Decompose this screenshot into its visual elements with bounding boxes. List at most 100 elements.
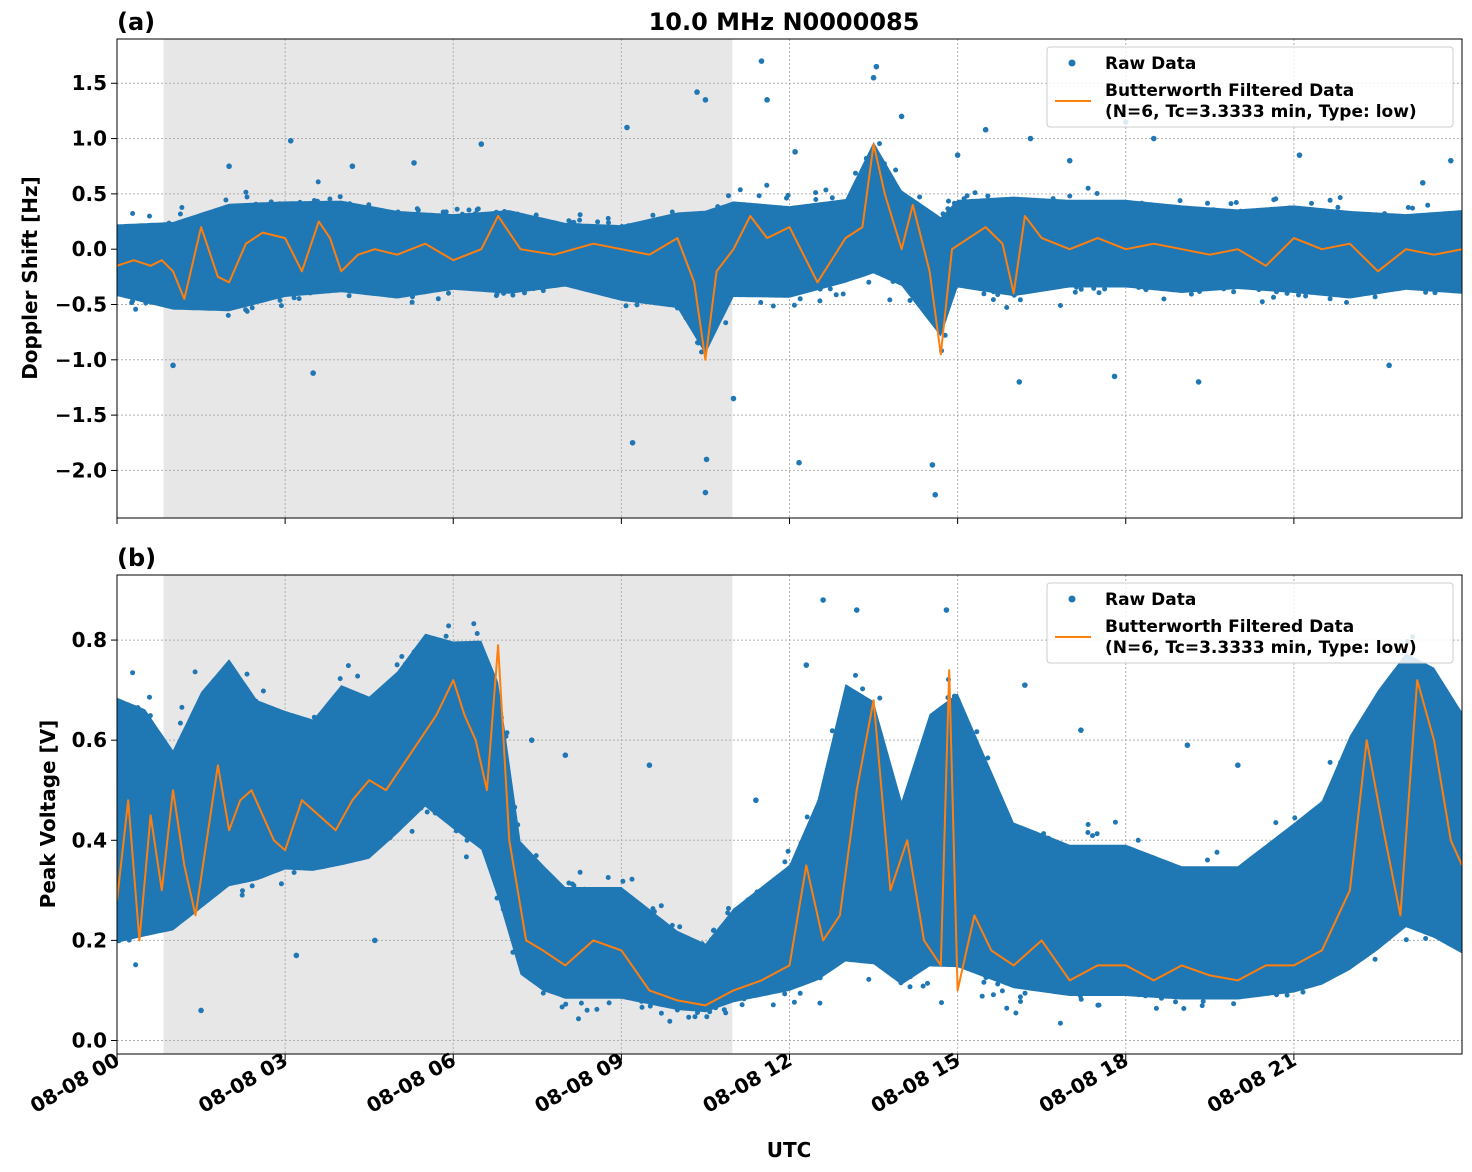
panel-b-legend-box [1046,582,1454,664]
raw-data-point [792,149,798,155]
x-tick-label: 08-08 00 [26,1048,124,1118]
y-tick-label: 1.5 [72,71,107,95]
x-tick-label: 08-08 18 [1035,1048,1133,1118]
raw-data-point [1078,727,1084,733]
panel-a-legend-box [1046,46,1454,128]
y-tick-label: −1.5 [55,403,107,427]
raw-data-point [1296,152,1303,158]
panel-a-x-axis [116,518,1295,524]
raw-data-point [1195,379,1202,385]
y-tick-label: 0.2 [72,928,107,952]
x-axis-label: UTC [767,1138,812,1162]
y-tick-label: −1.0 [55,348,107,372]
raw-data-point [870,74,877,81]
y-tick-label: 0.0 [72,237,107,261]
raw-data-point [758,58,765,64]
filtered-data-line [117,644,1462,1007]
panel-b-legend-raw-marker [1068,595,1076,603]
panel-b-legend-filtered-label: Butterworth Filtered Data [1105,617,1354,637]
y-tick-label: 0.4 [72,828,107,852]
x-tick-label: 08-08 12 [698,1048,796,1118]
raw-data-point [371,937,378,944]
panel-b-legend-raw-label: Raw Data [1105,590,1196,610]
raw-data-point [753,797,759,804]
panel-b-legend-filtered-params: (N=6, Tc=3.3333 min, Type: low) [1105,638,1417,658]
raw-data-point [796,459,802,466]
raw-data-points [117,621,1462,1026]
raw-data-point [898,113,905,120]
raw-data-point [1150,135,1157,142]
raw-data-point [478,141,485,147]
raw-data-points [117,141,1462,355]
raw-data-point [310,370,316,376]
raw-data-point [694,89,700,95]
panel-a-y-axis: 1.5 1.0 0.5 0.0 −0.5 −1.0 −1.5 −2.0 [55,71,117,482]
panel-a-doppler: (a) 1.5 1.0 0.5 0.0 −0.5 −1.0 −1.5 −2.0 Doppler… [18,8,1463,524]
panel-b-label: (b) [117,544,156,572]
raw-data-point [1066,157,1073,164]
x-tick-label: 08-08 09 [530,1048,628,1118]
panel-a-legend: Raw Data Butterworth Filtered Data (N=6,… [1046,46,1454,128]
panel-b-y-axis: 0.8 0.6 0.4 0.2 0.0 [72,628,117,1052]
raw-data-point [803,662,810,668]
panel-a-legend-raw-label: Raw Data [1105,54,1196,74]
chart-title: 10.0 MHz N0000085 [649,8,920,36]
panel-a-label: (a) [117,8,155,36]
raw-data-point [703,456,710,463]
raw-data-point [820,597,826,603]
x-tick-label: 08-08 03 [194,1048,292,1118]
raw-data-point [943,607,950,613]
panel-b-plot-area [117,597,1462,1026]
panel-b-legend: Raw Data Butterworth Filtered Data (N=6,… [1046,582,1454,664]
raw-data-point [932,491,939,498]
raw-data-point [702,489,709,496]
x-tick-label: 08-08 21 [1203,1048,1301,1118]
raw-data-point [1027,135,1034,142]
panel-b-x-axis [116,1054,1295,1060]
panel-b-ylabel: Peak Voltage [V] [36,720,60,909]
raw-data-point [982,126,989,133]
raw-data-point [730,395,737,402]
raw-data-point [929,462,936,468]
x-tick-labels: 08-08 00 08-08 03 08-08 06 08-08 09 08-08 12… [26,1048,1300,1118]
raw-data-point [411,160,417,166]
x-tick-label: 08-08 15 [867,1048,965,1118]
raw-data-point [1016,379,1023,385]
raw-data-point [624,124,630,131]
raw-data-point [646,762,653,768]
filtered-data-line [117,143,1462,361]
raw-data-point [1447,157,1454,164]
raw-data-point [226,163,232,170]
raw-data-point [954,152,961,158]
raw-data-point [287,137,294,144]
y-tick-label: 0.6 [72,728,107,752]
raw-data-point [1386,362,1392,369]
raw-data-point [528,737,535,743]
raw-data-point [873,63,880,70]
y-tick-label: 1.0 [72,127,107,151]
y-tick-label: 0.0 [72,1028,107,1052]
panel-a-legend-filtered-label: Butterworth Filtered Data [1105,81,1354,101]
raw-data-point [1022,682,1028,688]
y-tick-label: 0.8 [72,628,107,652]
raw-data-point [1419,180,1426,186]
raw-data-point [293,952,300,959]
raw-data-point [1111,373,1118,380]
x-tick-label: 08-08 06 [362,1048,460,1118]
raw-data-point [1184,742,1191,748]
raw-data-point [629,439,636,446]
raw-data-point [562,752,569,758]
raw-data-point [702,97,709,103]
raw-data-point [198,1007,204,1014]
y-tick-label: 0.5 [72,182,107,206]
raw-data-point [764,97,770,103]
y-tick-label: −0.5 [55,292,107,316]
raw-data-point [853,607,860,613]
y-tick-label: −2.0 [55,458,107,482]
raw-data-point [1235,762,1241,768]
panel-b-voltage: (b) 0.8 0.6 0.4 0.2 0.0 Peak Voltage [V] Raw… [36,544,1463,1060]
panel-a-legend-filtered-params: (N=6, Tc=3.3333 min, Type: low) [1105,102,1417,122]
raw-data-point [170,362,176,369]
panel-a-legend-raw-marker [1068,59,1076,67]
